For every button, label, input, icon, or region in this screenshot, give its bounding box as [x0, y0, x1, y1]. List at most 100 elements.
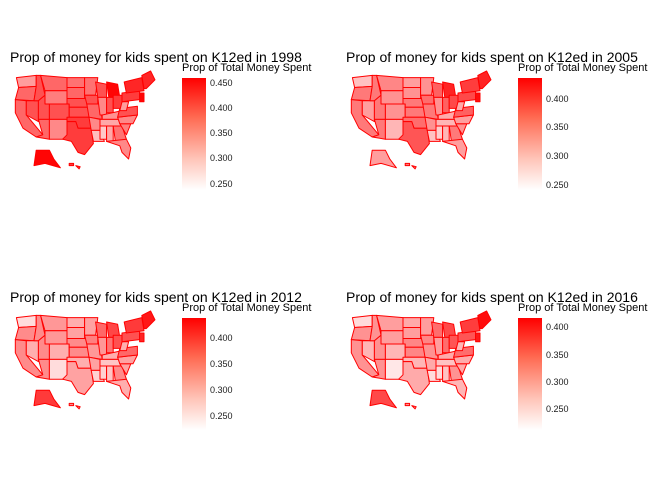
- map-panel-2005: Prop of money for kids spent on K12ed in…: [336, 0, 672, 240]
- state-shape-fl: [442, 378, 468, 400]
- state-shape-wy: [44, 330, 68, 345]
- state-group: [350, 310, 492, 410]
- state-shape-ar: [88, 356, 101, 371]
- state-shape-ne-states: [477, 70, 492, 90]
- state-shape-nm: [48, 358, 68, 380]
- legend-tick-label: 0.350: [210, 128, 233, 138]
- state-shape-ia: [84, 94, 99, 105]
- state-shape-az: [371, 358, 386, 380]
- state-shape-sd: [66, 87, 86, 99]
- state-shape-fl: [442, 138, 468, 160]
- state-shape-az: [35, 118, 50, 140]
- state-shape-in: [442, 96, 450, 114]
- state-shape-tx: [62, 361, 94, 396]
- state-shape-ny: [123, 77, 145, 94]
- state-shape-ks: [68, 106, 90, 118]
- state-shape-wa: [351, 74, 373, 88]
- state-shape-nd: [402, 317, 422, 328]
- state-shape-nd: [66, 77, 86, 88]
- state-shape-co: [48, 343, 70, 360]
- state-shape-ne-states: [141, 70, 156, 90]
- state-shape-wv: [455, 341, 466, 352]
- state-shape-ks: [404, 106, 426, 118]
- map-panel-2012: Prop of money for kids spent on K12ed in…: [0, 240, 336, 480]
- us-choropleth-map: [14, 310, 156, 410]
- state-shape-ks: [68, 346, 90, 358]
- state-shape-or: [350, 85, 373, 102]
- state-shape-in: [106, 336, 114, 354]
- legend-tick-label: 0.350: [546, 122, 569, 132]
- state-shape-mt: [376, 74, 404, 92]
- map-panel-1998: Prop of money for kids spent on K12ed in…: [0, 0, 336, 240]
- legend-tick-label: 0.250: [546, 404, 569, 414]
- legend-tick-label: 0.250: [546, 180, 569, 190]
- state-shape-ak: [33, 389, 61, 409]
- state-shape-ar: [424, 116, 437, 131]
- state-shape-ks: [404, 346, 426, 358]
- state-shape-ms: [99, 365, 108, 380]
- legend-tick-label: 0.350: [546, 350, 569, 360]
- state-group: [14, 310, 156, 410]
- state-shape-in: [442, 336, 450, 354]
- state-shape-ne-states: [141, 310, 156, 330]
- legend-tick-label: 0.250: [210, 179, 233, 189]
- legend-tick-label: 0.350: [210, 359, 233, 369]
- state-shape-hi: [68, 162, 81, 170]
- panel-title: Prop of money for kids spent on K12ed in…: [10, 49, 302, 65]
- state-shape-ms: [435, 365, 444, 380]
- state-shape-fl: [106, 378, 132, 400]
- state-shape-hi: [404, 402, 417, 410]
- state-shape-al: [442, 125, 450, 142]
- state-shape-ar: [88, 116, 101, 131]
- panel-title: Prop of money for kids spent on K12ed in…: [346, 49, 638, 65]
- legend-tick-label: 0.400: [546, 94, 569, 104]
- state-shape-wi: [431, 81, 444, 98]
- state-shape-nd: [402, 77, 422, 88]
- state-shape-nm: [384, 358, 404, 380]
- legend-color-bar: [182, 318, 206, 430]
- state-shape-wa: [15, 314, 37, 328]
- legend-tick-label: 0.300: [210, 385, 233, 395]
- state-shape-wa: [351, 314, 373, 328]
- state-group: [14, 70, 156, 170]
- state-shape-or: [350, 325, 373, 342]
- state-shape-nj: [139, 92, 145, 103]
- state-shape-nm: [384, 118, 404, 140]
- state-shape-al: [106, 125, 114, 142]
- state-shape-az: [371, 118, 386, 140]
- state-shape-wv: [119, 101, 130, 112]
- state-shape-ny: [459, 77, 481, 94]
- state-shape-fl: [106, 138, 132, 160]
- state-shape-ak: [369, 389, 397, 409]
- state-shape-nj: [475, 332, 481, 343]
- state-shape-az: [35, 358, 50, 380]
- state-shape-ne-states: [477, 310, 492, 330]
- legend-tick-label: 0.400: [546, 322, 569, 332]
- state-shape-or: [14, 325, 37, 342]
- state-shape-hi: [68, 402, 81, 410]
- state-shape-or: [14, 85, 37, 102]
- legend-color-bar: [518, 78, 542, 190]
- state-shape-nj: [475, 92, 481, 103]
- state-shape-sd: [66, 327, 86, 339]
- us-choropleth-map: [350, 310, 492, 410]
- state-shape-co: [384, 103, 406, 120]
- state-shape-ia: [420, 334, 435, 345]
- state-shape-nj: [139, 332, 145, 343]
- state-shape-sd: [402, 327, 422, 339]
- state-shape-nd: [66, 317, 86, 328]
- state-shape-wa: [15, 74, 37, 88]
- state-shape-ak: [369, 149, 397, 169]
- state-shape-wy: [44, 90, 68, 105]
- state-shape-ar: [424, 356, 437, 371]
- state-shape-mt: [40, 74, 68, 92]
- state-shape-tx: [62, 121, 94, 156]
- state-shape-co: [384, 343, 406, 360]
- state-shape-tx: [398, 121, 430, 156]
- us-choropleth-map: [14, 70, 156, 170]
- us-choropleth-map: [350, 70, 492, 170]
- legend-color-bar: [518, 318, 542, 430]
- state-shape-hi: [404, 162, 417, 170]
- state-shape-wy: [380, 90, 404, 105]
- state-shape-ny: [459, 317, 481, 334]
